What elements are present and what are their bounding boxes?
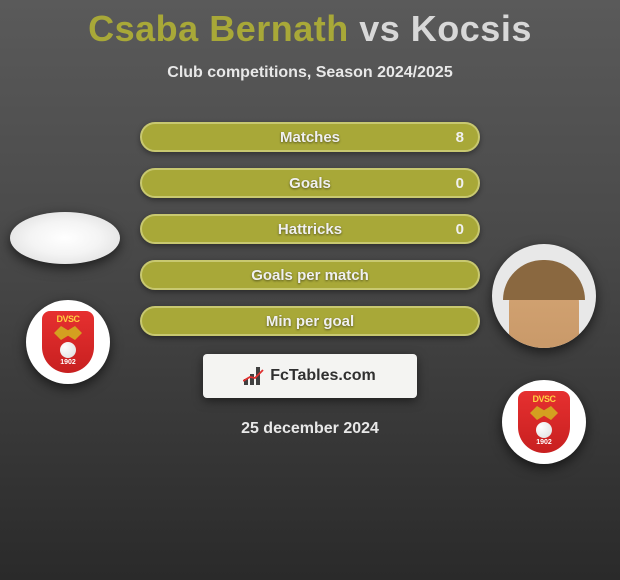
player1-club-badge: DVSC 1902 bbox=[26, 300, 110, 384]
club-abbr: DVSC bbox=[532, 394, 555, 404]
stat-row-min-per-goal: Min per goal bbox=[140, 306, 480, 336]
stat-row-matches: Matches 8 bbox=[140, 122, 480, 152]
club-year: 1902 bbox=[60, 359, 76, 366]
club-ball-icon bbox=[536, 422, 552, 438]
player2-avatar bbox=[492, 244, 596, 348]
stat-row-hattricks: Hattricks 0 bbox=[140, 214, 480, 244]
subtitle: Club competitions, Season 2024/2025 bbox=[0, 64, 620, 82]
club-ball-icon bbox=[60, 342, 76, 358]
club-abbr: DVSC bbox=[56, 314, 79, 324]
club-bird-icon bbox=[530, 406, 558, 420]
chart-icon bbox=[244, 367, 266, 385]
watermark-badge: FcTables.com bbox=[203, 354, 417, 398]
stat-p2-value: 0 bbox=[456, 221, 464, 238]
watermark-text: FcTables.com bbox=[270, 367, 376, 385]
vs-separator: vs bbox=[359, 8, 400, 49]
player2-club-badge: DVSC 1902 bbox=[502, 380, 586, 464]
club-shield-icon: DVSC 1902 bbox=[42, 311, 94, 373]
comparison-title: Csaba Bernath vs Kocsis bbox=[0, 0, 620, 50]
stat-p2-value: 8 bbox=[456, 129, 464, 146]
club-bird-icon bbox=[54, 326, 82, 340]
stats-container: DVSC 1902 DVSC 1902 Matches 8 Goals 0 Ha… bbox=[0, 122, 620, 336]
stat-row-goals-per-match: Goals per match bbox=[140, 260, 480, 290]
stat-row-goals: Goals 0 bbox=[140, 168, 480, 198]
player1-avatar bbox=[10, 212, 120, 264]
face-placeholder bbox=[509, 268, 579, 348]
club-year: 1902 bbox=[536, 439, 552, 446]
stat-label: Goals per match bbox=[251, 267, 369, 284]
stat-label: Min per goal bbox=[266, 313, 354, 330]
stat-label: Matches bbox=[280, 129, 340, 146]
player2-name: Kocsis bbox=[411, 8, 532, 49]
club-shield-icon: DVSC 1902 bbox=[518, 391, 570, 453]
player1-name: Csaba Bernath bbox=[88, 8, 349, 49]
stat-p2-value: 0 bbox=[456, 175, 464, 192]
stat-label: Goals bbox=[289, 175, 331, 192]
stat-label: Hattricks bbox=[278, 221, 342, 238]
